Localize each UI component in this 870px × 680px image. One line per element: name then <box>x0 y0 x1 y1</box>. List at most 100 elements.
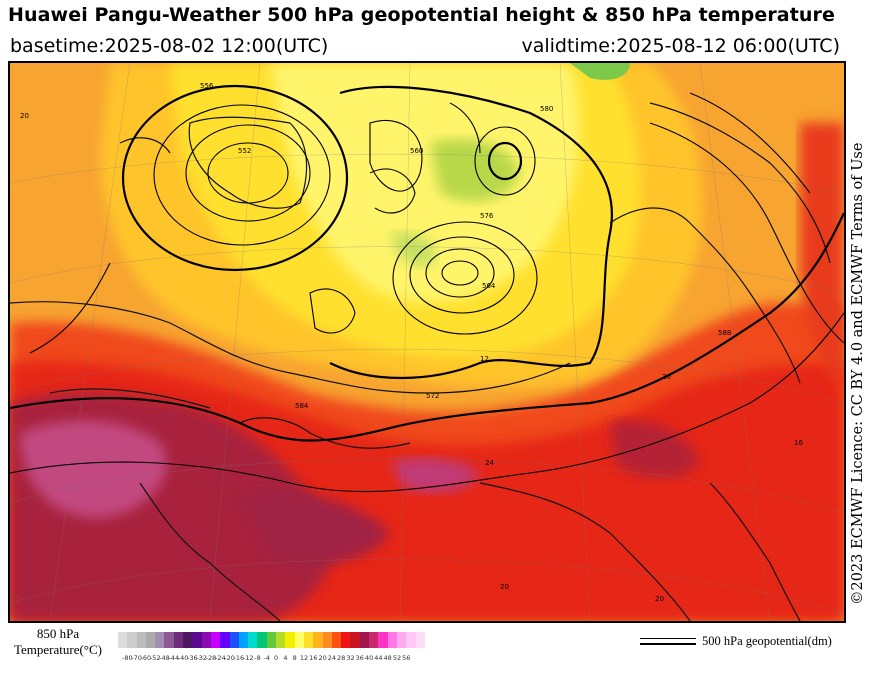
validtime-label: validtime:2025-08-12 06:00(UTC) <box>521 35 840 57</box>
colorbar-tick-label: 44 <box>374 654 383 662</box>
colorbar-tick-label: 0 <box>274 654 279 662</box>
contour-label: 552 <box>238 147 251 155</box>
temperature-colorbar <box>118 632 425 648</box>
colorbar-swatch <box>369 632 379 648</box>
colorbar-tick-label: 8 <box>292 654 297 662</box>
contour-label: 588 <box>718 329 731 337</box>
temp-label: 12 <box>480 355 489 363</box>
colorbar-tick-label: -12 <box>242 654 254 662</box>
chart-title: Huawei Pangu-Weather 500 hPa geopotentia… <box>8 4 835 26</box>
geopotential-contours <box>10 84 844 493</box>
contour-legend: 500 hPa geopotential(dm) <box>640 634 860 654</box>
colorbar-tick-label: -36 <box>187 654 198 662</box>
colorbar-tick-label: -24 <box>214 654 226 662</box>
colorbar-tick-label: -4 <box>263 654 271 662</box>
green-cold-spot-3 <box>390 232 436 267</box>
colorbar-tick-label: 52 <box>392 654 402 662</box>
contour-label: 564 <box>482 282 496 290</box>
colorbar-swatch <box>359 632 370 648</box>
colorbar-tick-label: 20 <box>318 654 327 662</box>
colorbar-swatch <box>229 632 239 648</box>
colorbar-tick-label: -52 <box>149 654 161 662</box>
colorbar-tick-label: -40 <box>177 654 189 662</box>
colorbar-tick-label: 32 <box>346 654 355 662</box>
temp-label: 20 <box>500 583 509 591</box>
legend-thick-line <box>640 643 696 645</box>
colorbar-tick-label: 48 <box>383 654 392 662</box>
temp-label: 20 <box>20 112 29 120</box>
temp-label: 20 <box>662 373 671 381</box>
colorbar-tick-label: -70 <box>131 654 142 662</box>
colorbar-tick-label: -60 <box>140 654 152 662</box>
colorbar-swatch <box>238 632 249 648</box>
graticule <box>10 63 844 621</box>
weather-map[interactable]: 552 576 564 580 572 584 588 560 556 24 2… <box>8 61 846 623</box>
colorbar-tick-label: -32 <box>196 654 207 662</box>
colorbar-swatch <box>415 632 425 648</box>
contour-label: 580 <box>540 105 553 113</box>
colorbar-tick-label: 24 <box>327 654 337 662</box>
colorbar-swatch <box>285 632 295 648</box>
colorbar-swatch <box>266 632 277 648</box>
colorbar-tick-label: 36 <box>355 654 364 662</box>
colorbar-tick-label: 4 <box>283 654 288 662</box>
colorbar-swatch <box>192 632 202 648</box>
colorbar-tick-label: -20 <box>224 654 235 662</box>
colorbar-swatch <box>155 632 165 648</box>
colorbar-swatch <box>313 632 323 648</box>
colorbar-swatch <box>378 632 388 648</box>
contour-label: 572 <box>426 392 439 400</box>
colorbar-swatch <box>396 632 407 648</box>
contour-label: 584 <box>295 402 309 410</box>
contour-label: 560 <box>410 147 423 155</box>
colorbar-swatch <box>257 632 267 648</box>
colorbar-swatch <box>248 632 258 648</box>
license-text: ©2023 ECMWF Licence: CC BY 4.0 and ECMWF… <box>850 142 866 605</box>
green-cold-spot <box>430 139 520 202</box>
colorbar-title: 850 hPa Temperature(°C) <box>13 626 103 657</box>
colorbar-swatch <box>322 632 332 648</box>
colorbar-swatch <box>350 632 360 648</box>
colorbar-tick-label: -80 <box>121 654 133 662</box>
colorbar-tick-label: -48 <box>159 654 170 662</box>
temp-label: 20 <box>655 595 664 603</box>
colorbar-swatch <box>183 632 193 648</box>
colorbar-swatch <box>145 632 156 648</box>
colorbar-swatch <box>303 632 314 648</box>
colorbar-swatch <box>127 632 137 648</box>
contour-label: 576 <box>480 212 494 220</box>
temperature-labels: 24 20 20 20 12 16 20 <box>20 112 803 603</box>
colorbar-swatch <box>173 632 184 648</box>
contour-label: 556 <box>200 82 214 90</box>
colorbar-swatch <box>406 632 416 648</box>
map-canvas: 552 576 564 580 572 584 588 560 556 24 2… <box>10 63 844 621</box>
colorbar-tick-label: -8 <box>254 654 261 662</box>
east-warm <box>800 123 844 393</box>
colorbar-tick-label: -44 <box>168 654 180 662</box>
colorbar-swatch <box>276 632 286 648</box>
contour-labels: 552 576 564 580 572 584 588 560 556 <box>200 82 731 410</box>
colorbar-swatch <box>341 632 351 648</box>
colorbar-swatch <box>387 632 397 648</box>
green-cold-spot-2 <box>570 63 630 80</box>
legend-thin-line <box>640 638 696 639</box>
colorbar-swatch <box>294 632 304 648</box>
coastlines <box>10 102 831 621</box>
hot-spot-2 <box>240 490 390 565</box>
colorbar-swatch <box>210 632 221 648</box>
extreme-hot-zone <box>20 420 167 518</box>
colorbar-swatch <box>118 632 128 648</box>
colorbar-tick-label: 40 <box>364 654 374 662</box>
colorbar-tick-label: -16 <box>233 654 245 662</box>
cold-zone <box>270 63 580 303</box>
colorbar-tick-label: 16 <box>309 654 318 662</box>
colorbar-swatch <box>331 632 342 648</box>
colorbar-swatch <box>201 632 211 648</box>
colorbar-tick-label: 12 <box>299 654 309 662</box>
colorbar-tick-label: 56 <box>402 654 411 662</box>
basetime-label: basetime:2025-08-02 12:00(UTC) <box>10 35 329 57</box>
colorbar-swatch <box>136 632 146 648</box>
legend-label: 500 hPa geopotential(dm) <box>702 634 832 648</box>
temp-label: 24 <box>485 459 494 467</box>
colorbar-tick-label: -28 <box>205 654 217 662</box>
